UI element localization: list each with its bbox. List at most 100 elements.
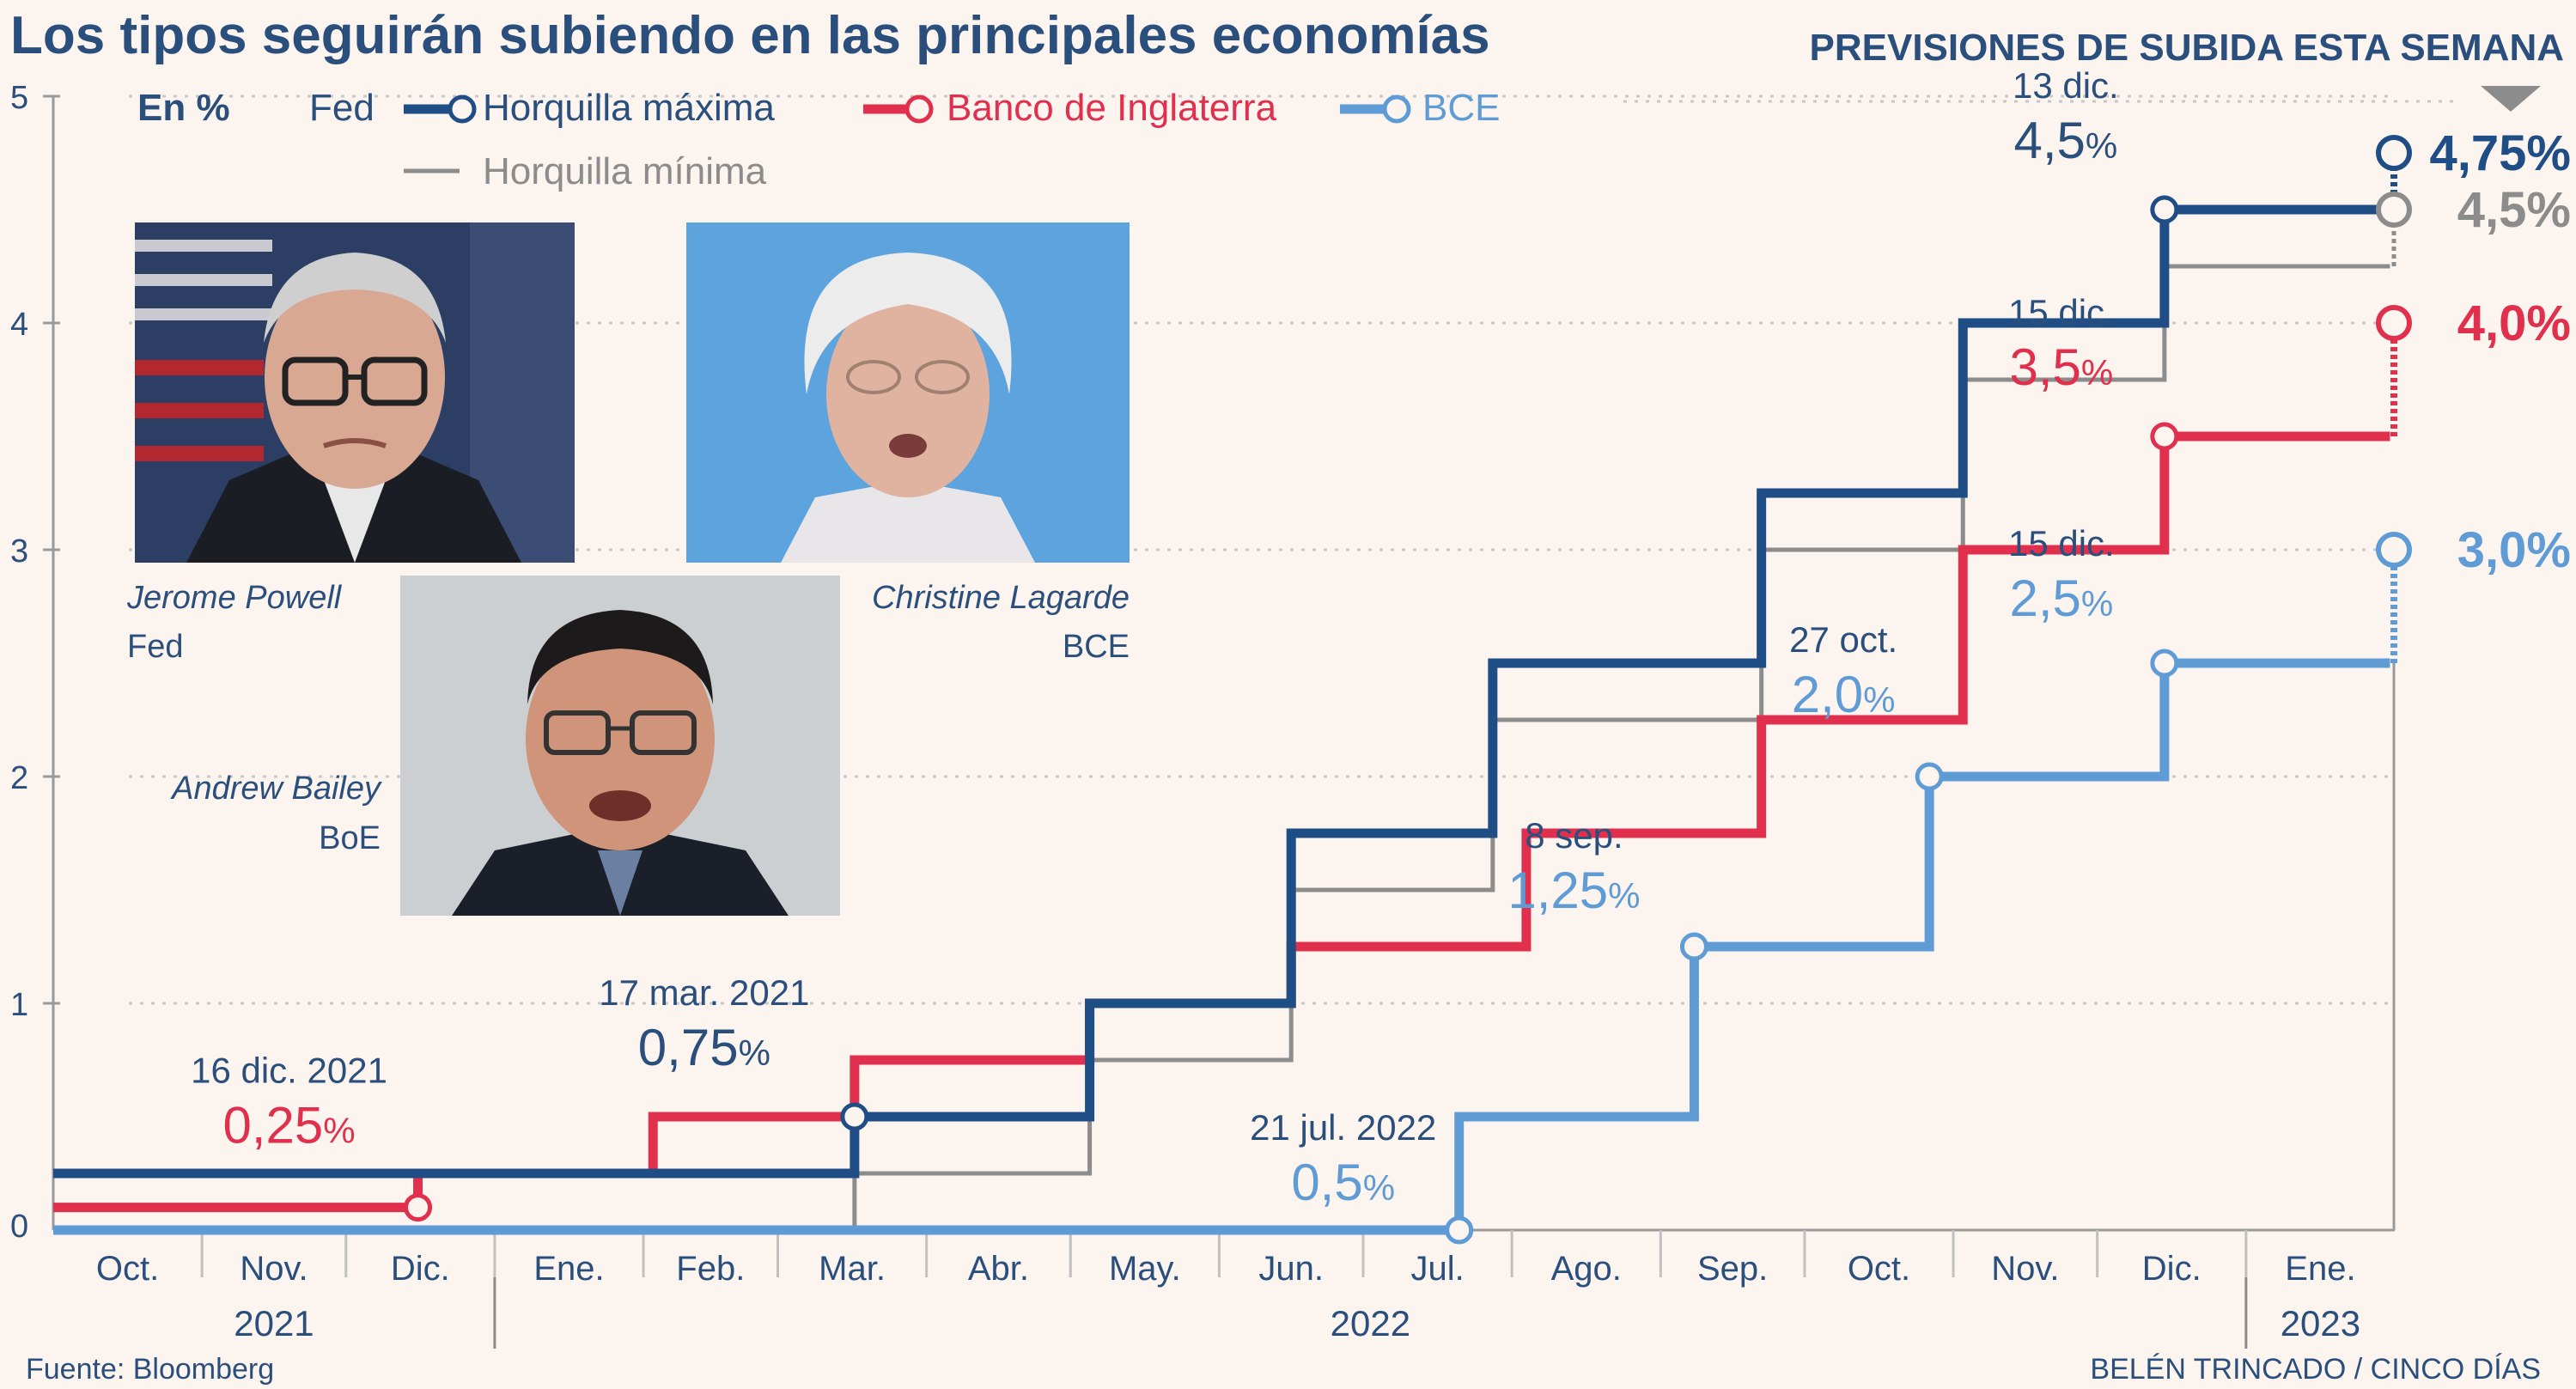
annotation-number: 2,5 <box>2009 570 2080 627</box>
annotation-date: 27 oct. <box>1789 619 1897 660</box>
annotation-date: 15 dic. <box>2008 292 2115 332</box>
annotation-number: 4,5 <box>2013 112 2085 169</box>
year-label: 2023 <box>2281 1303 2360 1343</box>
year-label: 2021 <box>234 1303 314 1343</box>
axes: 0 1 2 3 4 5 Oct. Nov. Dic. Ene. Feb. Mar. Abr. May. Ju… <box>10 80 2396 1349</box>
annotation-date: 17 mar. 2021 <box>599 972 809 1013</box>
annotation-pct: % <box>2081 352 2113 393</box>
forecast-marker-icon <box>2481 86 2541 112</box>
x-tick-label: Ago. <box>1551 1250 1622 1288</box>
annotation-pct: % <box>1863 679 1895 720</box>
forecast-label: 4,0% <box>2457 295 2571 351</box>
y-tick-label: 4 <box>10 307 28 343</box>
annotations: 16 dic. 2021 0,25% 17 mar. 2021 0,75% 21 jul… <box>191 65 2179 1245</box>
annotation-number: 2,0 <box>1792 666 1863 723</box>
annotation-value: 2,5% <box>2009 570 2113 627</box>
series-line-fed-max <box>53 204 2390 1179</box>
forecast-label: 3,0% <box>2457 522 2571 578</box>
annotation-number: 0,25 <box>222 1097 323 1154</box>
annotation-pct: % <box>1608 875 1640 916</box>
x-tick-label: Nov. <box>240 1250 308 1288</box>
annotation-marker <box>2150 422 2179 451</box>
y-tick-label: 1 <box>10 987 28 1023</box>
annotation-pct: % <box>2081 583 2113 624</box>
annotation-date: 21 jul. 2022 <box>1250 1107 1436 1148</box>
forecast-label: 4,75% <box>2430 125 2571 181</box>
annotation-pct: % <box>323 1111 355 1151</box>
x-tick-label: Dic. <box>391 1250 450 1288</box>
annotation-pct: % <box>1363 1167 1395 1208</box>
x-tick-label: May. <box>1109 1250 1181 1288</box>
forecast-label: 4,5% <box>2457 182 2571 238</box>
photo-captions: Jerome Powell Fed Christine Lagarde BCE … <box>126 580 1130 856</box>
x-tick-label: Jun. <box>1258 1250 1324 1288</box>
x-tick-label: Ene. <box>533 1250 604 1288</box>
annotation-number: 0,75 <box>638 1019 739 1076</box>
annotation-pct: % <box>2086 125 2117 166</box>
annotation-marker <box>1915 762 1944 791</box>
x-tick-label: Abr. <box>968 1250 1029 1288</box>
annotation-date: 16 dic. 2021 <box>191 1051 387 1091</box>
y-tick-label: 5 <box>10 80 28 116</box>
legend: En % Fed Horquilla máxima Banco de Ingla… <box>137 87 1500 192</box>
chart-title: Los tipos seguirán subiendo en las princ… <box>10 6 1490 65</box>
series <box>53 204 2390 1235</box>
annotation-date: 15 dic. <box>2008 523 2115 564</box>
annotation-value: 3,5% <box>2009 338 2113 396</box>
legend-unit: En % <box>137 87 230 129</box>
portrait-photo-icon <box>400 576 840 916</box>
legend-ecb-label: BCE <box>1422 87 1500 129</box>
legend-fed-max-marker <box>448 94 477 124</box>
annotation-number: 3,5 <box>2009 338 2080 396</box>
annotation-marker <box>404 1193 433 1222</box>
annotation-marker <box>2150 649 2179 678</box>
year-label: 2022 <box>1331 1303 1410 1343</box>
x-tick-label: Sep. <box>1697 1250 1768 1288</box>
photo-bailey <box>400 576 840 916</box>
x-tick-label: Ene. <box>2285 1250 2355 1288</box>
annotation-marker <box>840 1102 869 1131</box>
forecasts: 4,75%4,5% 4,0% 3,0% <box>2376 125 2571 663</box>
x-tick-label: Oct. <box>1848 1250 1910 1288</box>
photo-lagarde <box>686 222 1130 563</box>
forecast-marker <box>2376 135 2412 171</box>
annotation-marker <box>1679 932 1708 961</box>
x-tick-label: Jul. <box>1410 1250 1464 1288</box>
series-line-ecb <box>53 658 2390 1235</box>
annotation-date: 8 sep. <box>1525 815 1623 856</box>
caption-bailey-name: Andrew Bailey <box>170 771 382 807</box>
legend-fed-min-label: Horquilla mínima <box>483 150 767 192</box>
annotation-date: 13 dic. <box>2013 65 2119 106</box>
caption-powell-inst: Fed <box>127 629 183 665</box>
forecast-header: PREVISIONES DE SUBIDA ESTA SEMANA <box>1810 27 2565 69</box>
caption-powell-name: Jerome Powell <box>126 580 343 616</box>
forecast-marker <box>2376 305 2412 341</box>
annotation-value: 0,5% <box>1291 1154 1395 1211</box>
forecast-marker <box>2376 192 2412 228</box>
portrait-photo-icon <box>686 222 1130 563</box>
legend-fed-max-label: Horquilla máxima <box>483 87 775 129</box>
photo-powell <box>135 222 575 563</box>
caption-lagarde-name: Christine Lagarde <box>872 580 1130 616</box>
caption-bailey-inst: BoE <box>319 820 381 856</box>
x-tick-label: Nov. <box>1991 1250 2059 1288</box>
x-tick-label: Oct. <box>96 1250 159 1288</box>
source-note: Fuente: Bloomberg <box>26 1353 274 1386</box>
annotation-value: 4,5% <box>2013 112 2117 169</box>
legend-fed: Fed <box>309 87 375 129</box>
annotation-marker <box>2150 195 2179 224</box>
annotation-value: 0,75% <box>638 1019 770 1076</box>
annotation-number: 1,25 <box>1507 862 1608 919</box>
legend-ecb-marker <box>1382 94 1411 124</box>
annotation-number: 0,5 <box>1291 1154 1362 1211</box>
x-tick-label: Mar. <box>819 1250 886 1288</box>
y-tick-label: 3 <box>10 533 28 570</box>
credit-note: BELÉN TRINCADO / CINCO DÍAS <box>2090 1353 2541 1386</box>
caption-lagarde-inst: BCE <box>1063 629 1130 665</box>
y-tick-label: 2 <box>10 760 28 796</box>
y-tick-label: 0 <box>10 1209 28 1245</box>
portrait-photo-icon <box>135 222 575 563</box>
annotation-value: 0,25% <box>222 1097 355 1154</box>
x-tick-label: Dic. <box>2142 1250 2201 1288</box>
